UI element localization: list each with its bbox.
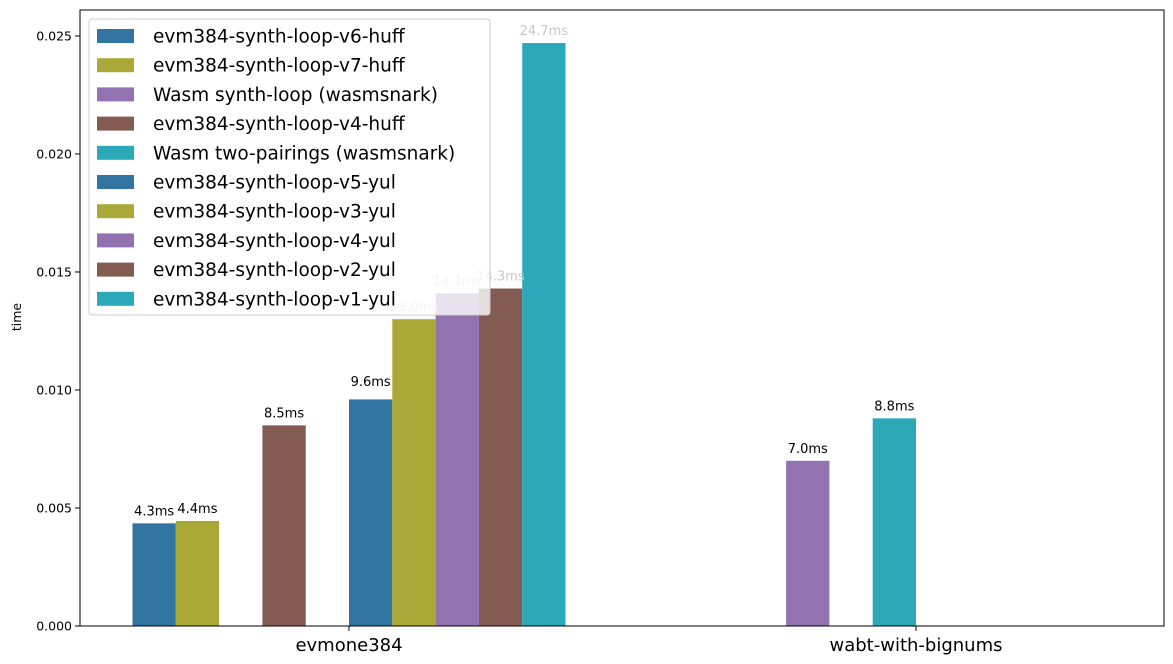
y-tick-label: 0.010 <box>36 382 72 397</box>
legend: evm384-synth-loop-v6-huff evm384-synth-lo… <box>88 18 491 316</box>
plot-frame <box>79 9 1165 627</box>
legend-entry-label: evm384-synth-loop-v7-huff <box>153 56 406 77</box>
bar-evm384-synth-loop-v7-huff-evmone384 <box>175 520 220 626</box>
bar-value-label: 8.5ms <box>264 406 304 421</box>
y-tick-label: 0.025 <box>36 28 72 43</box>
bar-value-label: 7.0ms <box>788 442 828 457</box>
axes-layer: 0.000 0.005 0.010 0.015 0.020 0.025 evmone384 w… <box>36 9 1165 656</box>
y-tick-label: 0.005 <box>36 500 72 515</box>
legend-entry-label: evm384-synth-loop-v3-yul <box>153 202 396 223</box>
bar-value-label: 4.3ms <box>134 504 174 519</box>
legend-swatch <box>97 204 134 219</box>
legend-entry-label: evm384-synth-loop-v6-huff <box>153 27 406 48</box>
legend-swatch <box>97 58 134 73</box>
legend-entry-label: evm384-synth-loop-v1-yul <box>153 289 396 310</box>
legend-entry-label: Wasm two-pairings (wasmsnark) <box>153 143 455 164</box>
bar-evm384-synth-loop-v3-yul-evmone384 <box>392 319 436 626</box>
legend-entry-label: evm384-synth-loop-v4-yul <box>153 231 396 252</box>
bar-value-label: 9.6ms <box>351 375 391 390</box>
y-tick-label: 0.020 <box>36 146 72 161</box>
x-tick-label: evmone384 <box>295 635 402 656</box>
bar-wasm-two-pairings-wasmsnark--wabt-with-bignums <box>872 418 916 626</box>
bar-evm384-synth-loop-v5-yul-evmone384 <box>349 399 393 626</box>
legend-box <box>88 18 491 316</box>
bar-evm384-synth-loop-v1-yul-evmone384 <box>522 43 566 627</box>
bar-wasm-synth-loop-wasmsnark--wabt-with-bignums <box>786 460 830 626</box>
bar-value-label: 8.8ms <box>874 399 914 414</box>
legend-swatch <box>97 262 134 277</box>
legend-entry-label: evm384-synth-loop-v4-huff <box>153 114 406 135</box>
y-tick-label: 0.000 <box>36 619 72 634</box>
bar-evm384-synth-loop-v6-huff-evmone384 <box>132 523 176 626</box>
legend-swatch <box>97 233 134 248</box>
legend-swatch <box>97 175 134 189</box>
y-tick-label: 0.015 <box>36 264 72 279</box>
legend-swatch <box>97 145 134 160</box>
legend-entry-label: evm384-synth-loop-v2-yul <box>153 260 396 281</box>
x-tick-label: wabt-with-bignums <box>830 635 1003 656</box>
legend-entry-label: Wasm synth-loop (wasmsnark) <box>153 85 438 106</box>
legend-swatch <box>97 116 134 131</box>
bar-value-label: 24.7ms <box>520 24 569 39</box>
legend-swatch <box>97 29 134 43</box>
bars-layer <box>132 43 916 627</box>
legend-swatch <box>97 291 134 306</box>
bar-value-label: 4.4ms <box>177 502 217 517</box>
legend-swatch <box>97 87 134 102</box>
legend-entry-label: evm384-synth-loop-v5-yul <box>153 173 396 194</box>
bar-evm384-synth-loop-v4-yul-evmone384 <box>435 293 479 626</box>
y-axis-label: time <box>9 303 24 332</box>
bar-evm384-synth-loop-v4-huff-evmone384 <box>262 425 306 626</box>
bar-evm384-synth-loop-v2-yul-evmone384 <box>478 288 523 626</box>
